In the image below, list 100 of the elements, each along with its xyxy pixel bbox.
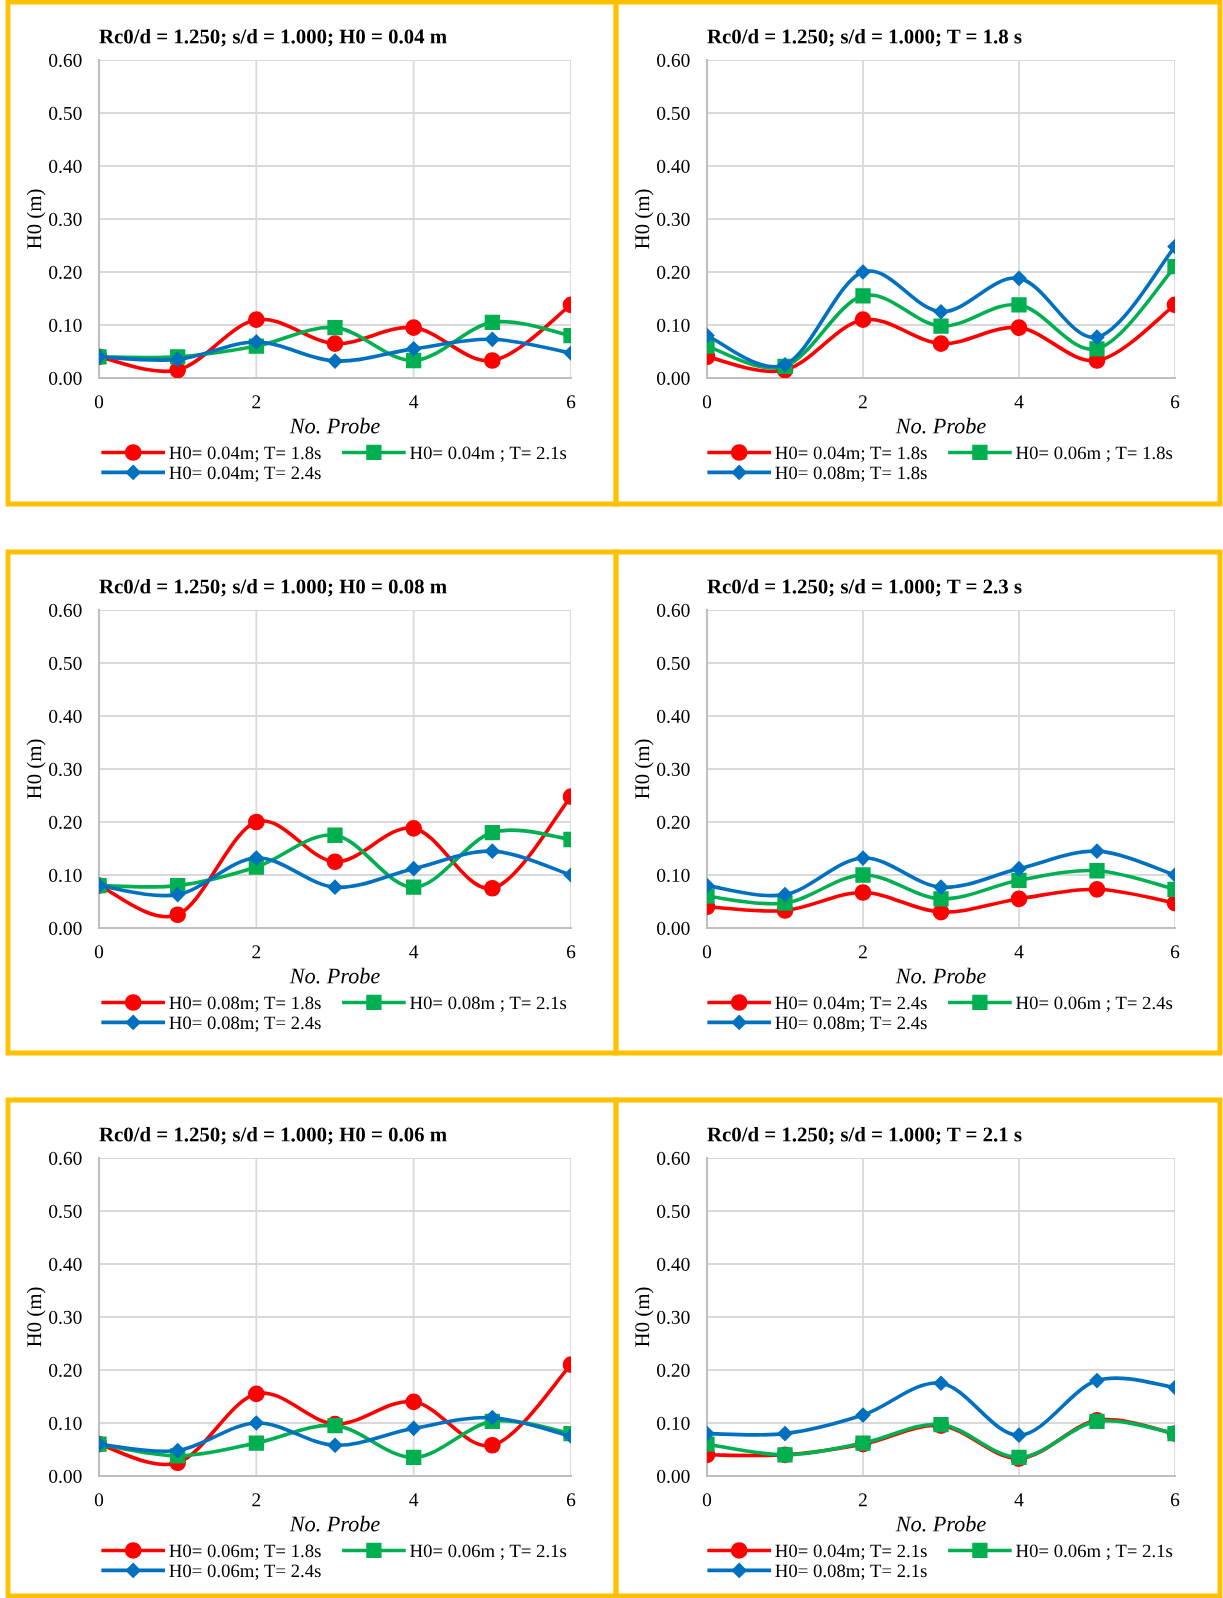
point [933,891,949,907]
y-tick-label: 0.40 [657,709,690,724]
x-axis-title: No. Probe [289,967,380,984]
point [1089,329,1105,345]
point [1088,880,1106,898]
y-tick-label: 0.00 [657,371,690,386]
y-tick-label: 0.50 [657,1204,690,1219]
point [1089,843,1105,859]
x-axis-title: No. Probe [895,417,986,434]
point [483,352,501,369]
point [855,1407,871,1423]
x-tick-label: 2 [858,945,867,959]
point [933,879,949,895]
point [406,341,422,357]
point [1010,890,1028,908]
x-axis-title: No. Probe [895,967,986,984]
y-tick-label: 0.10 [657,868,690,883]
y-tick-label: 0.60 [49,53,82,68]
point [327,879,343,895]
y-tick-label: 0.20 [49,1363,82,1378]
chart-title: Rc0/d = 1.250; s/d = 1.000; T = 2.3 s [707,578,1022,597]
y-tick-label: 0.60 [49,603,82,618]
point [405,1393,423,1411]
y-tick-label: 0.50 [657,106,690,121]
x-tick-label: 2 [858,1493,867,1507]
x-axis-title: No. Probe [289,417,380,434]
point [406,879,422,895]
legend-label: H0= 0.06m ; T= 2.1s [1016,1544,1173,1560]
x-tick-label: 4 [1014,1493,1024,1507]
point [248,1415,264,1431]
x-tick-label: 4 [409,945,419,959]
x-tick-label: 2 [252,945,261,959]
x-tick-label: 0 [702,1493,712,1507]
point [933,318,949,334]
point [169,906,187,924]
y-tick-label: 0.30 [657,212,690,227]
y-tick-label: 0.60 [49,1151,82,1166]
legend-label: H0= 0.06m ; T= 2.1s [410,1544,567,1560]
point [933,304,949,320]
chart-title: Rc0/d = 1.250; s/d = 1.000; H0 = 0.04 m [99,28,447,47]
point [854,311,872,329]
point [326,853,344,871]
point [247,1385,265,1403]
y-axis-title: H0 (m) [26,189,46,249]
y-tick-label: 0.30 [49,762,82,777]
x-tick-label: 2 [858,395,867,409]
point [1010,319,1028,336]
legend-label: H0= 0.08m; T= 2.1s [775,1564,927,1580]
point [855,288,871,304]
point [855,867,871,883]
x-tick-label: 4 [409,1493,419,1507]
y-tick-label: 0.30 [657,1310,690,1325]
legend-label: H0= 0.08m; T= 1.8s [775,466,927,482]
y-tick-label: 0.40 [49,159,82,174]
legend-label: H0= 0.04m; T= 2.4s [169,466,321,482]
legend-label: H0= 0.08m; T= 2.4s [169,1016,321,1032]
point [327,827,343,843]
y-tick-label: 0.00 [49,1469,82,1484]
legend-label: H0= 0.08m; T= 1.8s [169,996,321,1012]
point [483,1436,501,1454]
legend-label: H0= 0.04m; T= 2.4s [775,996,927,1012]
x-tick-label: 2 [252,395,261,409]
x-tick-label: 6 [566,395,576,409]
legend-label: H0= 0.04m ; T= 2.1s [410,446,567,462]
point [327,1437,343,1453]
y-tick-label: 0.50 [657,656,690,671]
point [406,1420,422,1436]
y-tick-label: 0.40 [657,1257,690,1272]
legend-label: H0= 0.06m; T= 2.4s [169,1564,321,1580]
point [326,335,344,352]
y-tick-label: 0.10 [49,1416,82,1431]
y-tick-label: 0.30 [49,1310,82,1325]
y-axis-title: H0 (m) [634,189,654,249]
point [1011,270,1027,286]
x-tick-label: 4 [1014,945,1024,959]
point [406,352,422,369]
x-tick-label: 0 [702,395,712,409]
legend-label: H0= 0.04m; T= 1.8s [169,446,321,462]
point [406,1449,422,1466]
y-tick-label: 0.20 [657,815,690,830]
x-axis-title: No. Probe [289,1515,380,1532]
point [170,887,186,903]
x-tick-label: 6 [1170,945,1180,959]
chart-title: Rc0/d = 1.250; s/d = 1.000; T = 2.1 s [707,1126,1022,1145]
y-tick-label: 0.50 [49,1204,82,1219]
x-tick-label: 6 [566,1493,576,1507]
y-tick-label: 0.20 [49,815,82,830]
point [327,353,343,369]
y-tick-label: 0.40 [49,709,82,724]
y-axis-title: H0 (m) [634,1287,654,1347]
point [248,850,264,866]
point [484,843,500,859]
point [405,319,423,336]
point [855,850,871,866]
y-axis-title: H0 (m) [26,1287,46,1347]
y-tick-label: 0.00 [49,371,82,386]
x-axis-title: No. Probe [895,1515,986,1532]
x-tick-label: 6 [1170,395,1180,409]
point [777,887,793,903]
y-tick-label: 0.10 [657,1416,690,1431]
